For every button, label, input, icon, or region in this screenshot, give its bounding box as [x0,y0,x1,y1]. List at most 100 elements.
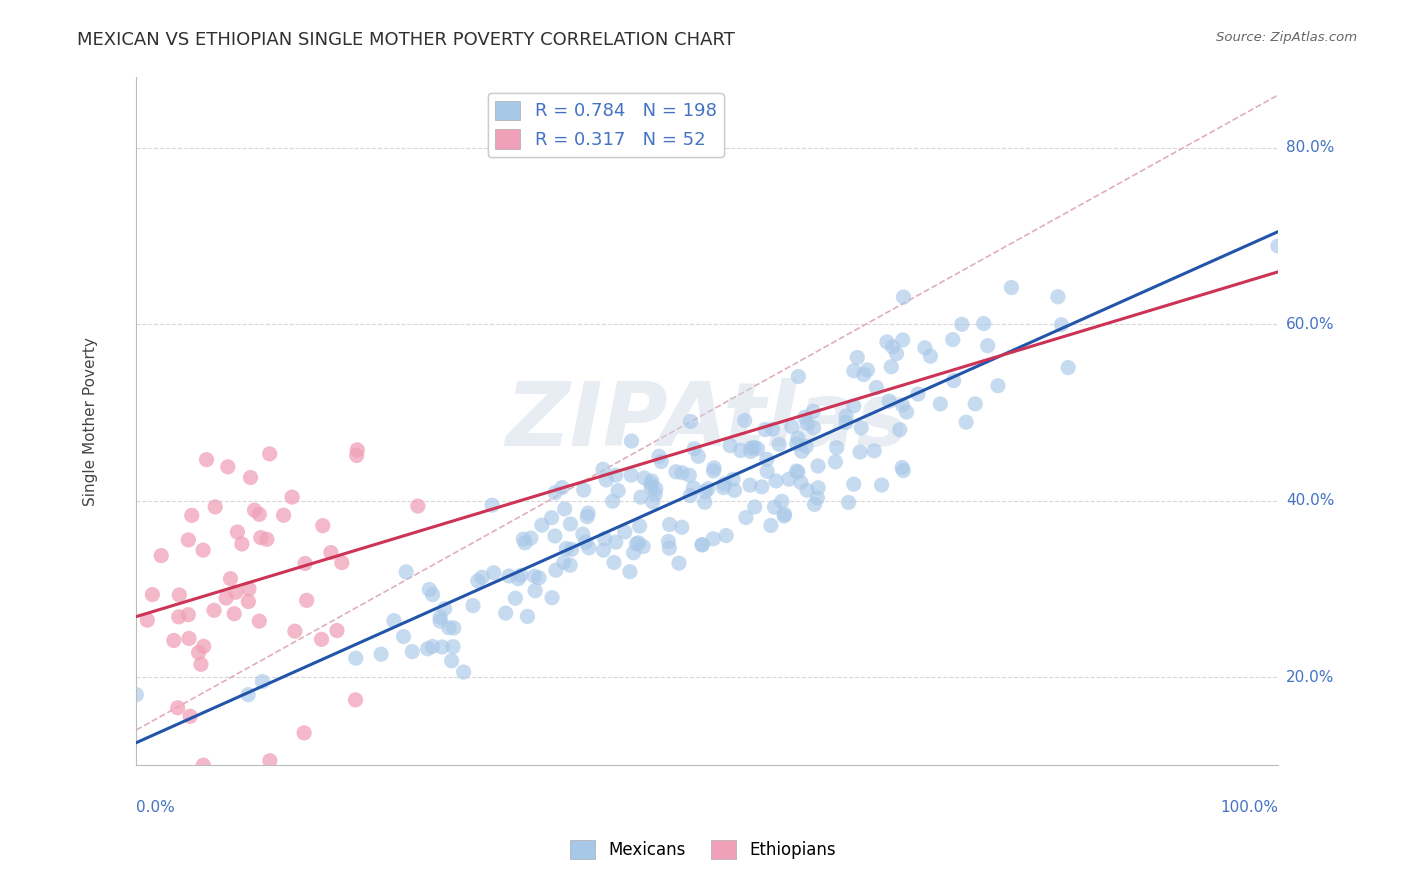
Point [803,421,825,435]
Point [319,545,342,559]
Point [461,599,484,613]
Text: 20.0%: 20.0% [1286,670,1334,684]
Point [641,495,664,509]
Point [512,533,534,547]
Point [560,558,582,573]
Point [544,486,567,500]
Point [576,509,599,524]
Point [602,494,624,508]
Point [167,610,190,624]
Point [560,516,582,531]
Point [773,508,796,523]
Point [1000,280,1022,294]
Point [284,624,307,639]
Point [179,709,201,723]
Point [1267,239,1289,253]
Point [177,632,200,646]
Point [786,464,808,478]
Point [281,490,304,504]
Point [838,495,860,509]
Point [553,555,575,569]
Point [238,688,260,702]
Point [628,519,651,533]
Point [824,455,846,469]
Point [987,378,1010,392]
Point [169,588,191,602]
Point [640,474,662,488]
Point [513,536,536,550]
Point [865,380,887,394]
Point [755,452,778,467]
Point [256,533,278,547]
Point [747,442,769,456]
Point [718,439,741,453]
Point [247,614,270,628]
Point [856,363,879,377]
Text: 60.0%: 60.0% [1286,317,1334,332]
Point [540,510,562,524]
Point [842,477,865,491]
Point [740,441,762,455]
Point [648,450,671,464]
Point [849,445,872,459]
Point [787,465,810,479]
Point [907,387,929,401]
Point [574,535,596,549]
Point [679,415,702,429]
Point [658,517,681,532]
Point [166,701,188,715]
Point [516,609,538,624]
Point [790,444,813,458]
Point [224,607,246,621]
Point [794,439,817,453]
Point [150,549,173,563]
Text: 100.0%: 100.0% [1220,799,1278,814]
Point [842,399,865,413]
Point [765,474,787,488]
Text: MEXICAN VS ETHIOPIAN SINGLE MOTHER POVERTY CORRELATION CHART: MEXICAN VS ETHIOPIAN SINGLE MOTHER POVER… [77,31,735,49]
Point [508,572,530,586]
Point [740,444,762,458]
Point [125,688,148,702]
Point [787,369,810,384]
Point [630,490,652,504]
Point [852,368,875,382]
Point [401,644,423,658]
Point [406,499,429,513]
Point [555,541,578,556]
Point [665,465,688,479]
Point [554,501,576,516]
Point [443,621,465,635]
Point [893,290,915,304]
Point [807,458,830,473]
Point [204,500,226,514]
Point [433,601,456,615]
Point [613,524,636,539]
Point [238,594,260,608]
Point [690,538,713,552]
Point [620,434,643,448]
Point [572,483,595,497]
Point [370,647,392,661]
Point [735,510,758,524]
Point [880,359,903,374]
Point [787,431,810,445]
Point [530,518,553,533]
Point [876,334,898,349]
Point [239,470,262,484]
Point [770,494,793,508]
Point [846,351,869,365]
Point [914,341,936,355]
Point [896,405,918,419]
Point [467,574,489,588]
Point [430,640,453,654]
Point [682,481,704,495]
Point [344,651,367,665]
Point [955,415,977,429]
Text: 80.0%: 80.0% [1286,140,1334,155]
Point [527,571,550,585]
Point [640,477,662,491]
Point [215,591,238,605]
Point [756,464,779,478]
Point [141,588,163,602]
